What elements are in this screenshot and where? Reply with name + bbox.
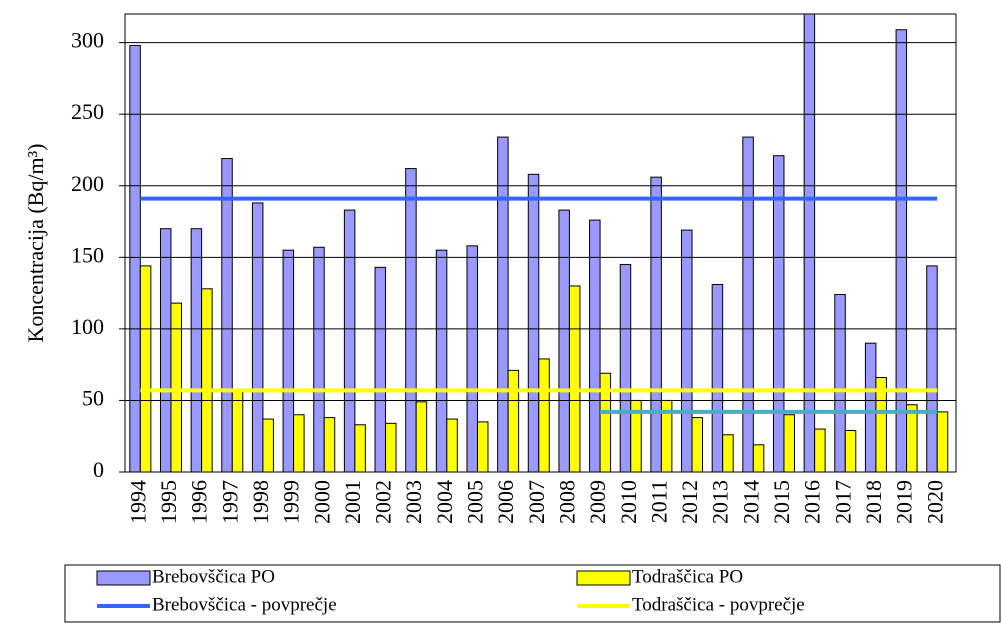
bar (497, 136, 509, 472)
x-tick-label: 2011 (646, 480, 671, 523)
legend-box (64, 564, 1001, 623)
bar (814, 428, 826, 472)
bar (742, 136, 754, 472)
legend-label: Brebovščica - povprečje (152, 594, 337, 615)
bar (190, 228, 203, 472)
x-tick-label: 2002 (371, 480, 396, 524)
bar (221, 158, 233, 472)
bar (538, 358, 550, 472)
legend-swatch (96, 570, 151, 586)
x-tick-label: 2014 (738, 480, 763, 524)
x-tick-label: 2013 (708, 480, 733, 524)
bar (834, 294, 846, 472)
x-tick-label: 2000 (309, 480, 334, 524)
x-tick-label: 2005 (463, 480, 488, 524)
bar (435, 249, 448, 472)
bar (466, 245, 478, 472)
bar (558, 209, 570, 472)
bar (323, 417, 336, 472)
bar (844, 429, 857, 472)
x-tick-label: 1995 (156, 480, 181, 524)
x-tick-label: 1996 (187, 480, 212, 524)
bar (201, 288, 213, 472)
y-tick-label: 300 (71, 28, 104, 53)
x-tick-label: 2007 (524, 480, 549, 524)
x-tick-label: 2009 (585, 480, 610, 524)
x-tick-label: 2020 (922, 480, 947, 524)
y-tick-label: 250 (71, 99, 104, 124)
x-tick-label: 2019 (892, 480, 917, 524)
bar (139, 265, 152, 472)
bar (282, 249, 295, 472)
bar (783, 414, 795, 472)
bar (589, 219, 601, 472)
x-tick-label: 2016 (800, 480, 825, 524)
bar (129, 44, 141, 472)
y-tick-label: 100 (71, 314, 104, 339)
bar (650, 176, 662, 472)
bar (385, 422, 397, 472)
bar (343, 209, 356, 472)
bar (803, 14, 816, 472)
bar (599, 372, 612, 472)
x-tick-label: 2001 (340, 480, 365, 524)
bar (619, 263, 632, 472)
bar (926, 265, 938, 472)
legend-label: Brebovščica PO (152, 566, 275, 587)
bar (722, 434, 734, 472)
y-tick-label: 200 (71, 171, 104, 196)
bar (507, 369, 520, 472)
legend-label: Todraščica - povprečje (632, 594, 805, 615)
bar (864, 342, 877, 472)
legend-label: Todraščica PO (632, 566, 743, 587)
bar (681, 229, 693, 472)
x-tick-label: 2004 (432, 480, 457, 524)
plot-area (129, 14, 949, 472)
bar (875, 377, 887, 472)
bar (936, 411, 949, 472)
x-tick-label: 2003 (401, 480, 426, 524)
y-tick-label: 0 (93, 457, 104, 482)
x-tick-label: 2006 (493, 480, 518, 524)
bar (895, 29, 908, 472)
bar (906, 404, 918, 472)
bar (293, 414, 305, 472)
bar (415, 401, 428, 472)
x-tick-label: 2017 (830, 480, 855, 524)
x-tick-label: 2015 (769, 480, 794, 524)
bar (752, 444, 765, 472)
legend-swatch (576, 570, 631, 586)
bar (711, 284, 724, 472)
x-tick-label: 2010 (616, 480, 641, 524)
bar (159, 228, 172, 472)
bar (231, 388, 244, 472)
y-axis-title: Koncentracija (Bq/m³) (23, 143, 48, 342)
bar (691, 417, 704, 472)
bar (568, 285, 581, 472)
y-tick-label: 50 (82, 385, 104, 410)
bar (446, 418, 458, 472)
bar (354, 424, 366, 472)
bar (374, 266, 387, 472)
x-tick-label: 1997 (217, 480, 242, 524)
x-tick-label: 1998 (248, 480, 273, 524)
bar (405, 168, 417, 472)
bar (527, 173, 540, 472)
bar (476, 421, 489, 472)
y-tick-label: 150 (71, 242, 104, 267)
x-tick-label: 2008 (554, 480, 579, 524)
x-tick-label: 2018 (861, 480, 886, 524)
x-tick-label: 1999 (279, 480, 304, 524)
bar (772, 155, 785, 472)
x-tick-label: 2012 (677, 480, 702, 524)
x-tick-label: 1994 (125, 480, 150, 524)
bar (251, 202, 264, 472)
bar (262, 418, 274, 472)
bar (313, 246, 325, 472)
